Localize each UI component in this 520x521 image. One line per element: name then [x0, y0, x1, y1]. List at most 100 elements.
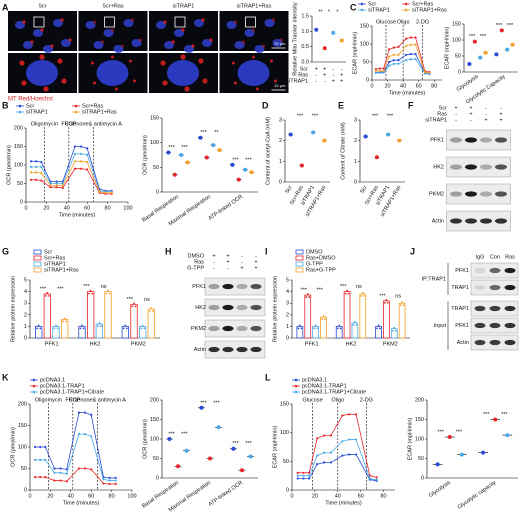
condition-sign: -: [332, 66, 334, 72]
bar-dot: [386, 301, 389, 304]
bar: [104, 291, 112, 339]
legend-swatch: [295, 249, 304, 255]
nucleus: [33, 29, 43, 37]
bar: [390, 328, 398, 339]
significance: ***: [387, 113, 394, 119]
mito-zoom: [115, 87, 118, 91]
mean-point: [510, 42, 515, 47]
blot-band: [480, 218, 492, 224]
significance: ns: [144, 297, 150, 303]
panel-label: C: [350, 2, 357, 12]
blot-band: [208, 325, 220, 332]
series-point: [296, 471, 299, 474]
series-point: [397, 45, 400, 48]
condition-name: Scr: [439, 105, 447, 111]
legend-label: pcDNA3.1-TRAP1: [40, 383, 85, 389]
blot-frame: [446, 210, 511, 232]
y-axis-label: OCR (pmol/min): [10, 427, 16, 467]
series-point: [405, 44, 408, 47]
condition-sign: +: [469, 111, 472, 117]
series-point: [73, 160, 77, 163]
mito-zoom: [274, 79, 277, 83]
condition-sign: +: [332, 78, 335, 84]
nucleus: [85, 21, 96, 29]
y-tick-label: 3: [279, 117, 282, 123]
legend-marker: [294, 390, 298, 394]
bar: [52, 325, 60, 339]
mito-zoom: [111, 55, 114, 59]
blot-band: [480, 191, 492, 197]
bar-dot: [377, 324, 380, 327]
x-tick-label: HK2: [346, 341, 357, 347]
series-point: [53, 479, 56, 482]
y-axis-label: Content of Citrate (mM): [340, 122, 346, 180]
bar-dot: [37, 324, 40, 327]
significance: ***: [213, 400, 220, 406]
mito-zoom: [43, 86, 49, 92]
blot-frame: [446, 129, 511, 151]
series-point: [86, 153, 89, 156]
panel-label: D: [262, 100, 269, 110]
bar-dot: [379, 327, 381, 330]
injection-label: FCCP: [61, 121, 76, 127]
series-point: [368, 477, 371, 480]
blot-band: [474, 284, 486, 291]
legend-swatch: [33, 255, 42, 261]
group-label: Input: [434, 323, 447, 329]
bar-dot: [352, 324, 355, 326]
legend-swatch: [295, 255, 304, 261]
mito: [251, 28, 256, 32]
series-point: [114, 479, 117, 482]
bar-dot: [346, 289, 348, 292]
mito-zoom: [198, 58, 204, 64]
column-label: Ras: [505, 254, 515, 260]
series-point: [341, 414, 344, 417]
series-point: [40, 179, 43, 182]
condition-sign: +: [323, 66, 326, 72]
injection-label: 2-DG: [360, 397, 373, 403]
y-tick-label: 1: [279, 159, 282, 165]
x-tick-label: 0: [290, 493, 293, 499]
blot-band: [504, 267, 516, 274]
blot-band: [480, 137, 492, 143]
panel-label: J: [410, 246, 415, 256]
x-tick-label: PFK1: [305, 341, 319, 347]
bar-dot: [150, 307, 153, 309]
x-tick-label: Glycolysis: [456, 74, 480, 93]
series-point: [374, 69, 377, 73]
mean-point: [198, 135, 203, 140]
blot-band: [489, 339, 501, 346]
y-axis-label: ECAR (mpH/min): [272, 426, 278, 469]
significance: ***: [83, 284, 90, 290]
condition-sign: -: [470, 117, 472, 123]
column-label: Scr: [38, 3, 46, 9]
blot-frame: [204, 277, 266, 296]
mean-point: [184, 448, 189, 453]
nucleus: [15, 21, 25, 29]
y-tick-label: 150: [150, 417, 159, 423]
series-point: [405, 53, 408, 56]
x-axis-label: Time (minutes): [63, 500, 100, 506]
blot-band: [504, 339, 516, 346]
series-point: [308, 474, 311, 477]
panel-label: I: [265, 246, 268, 256]
series-point: [388, 64, 391, 67]
series-point: [35, 165, 38, 168]
series-point: [55, 184, 58, 187]
x-tick-label: 80: [109, 493, 115, 499]
mito: [40, 28, 44, 32]
mito-zoom: [202, 78, 208, 84]
legend-marker: [360, 8, 364, 12]
mean-point: [331, 30, 336, 35]
series-point: [86, 147, 89, 150]
bar-dot: [305, 296, 308, 298]
protein-label: PFK1: [430, 137, 444, 143]
y-tick-label: 1: [24, 324, 27, 330]
series-point: [423, 70, 426, 74]
series-point: [104, 191, 107, 194]
bar-dot: [344, 292, 347, 295]
significance: ns: [395, 293, 401, 299]
series-point: [409, 36, 412, 39]
condition-sign: +: [254, 265, 257, 271]
legend-swatch: [33, 261, 42, 267]
